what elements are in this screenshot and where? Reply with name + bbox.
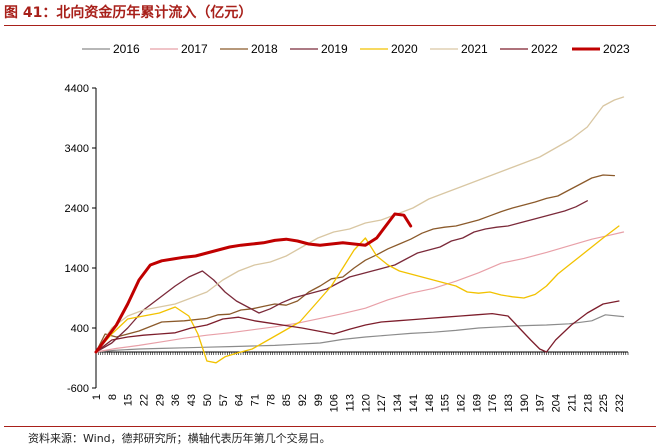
x-tick-label: 15 xyxy=(123,394,135,406)
x-tick-label: 22 xyxy=(139,394,151,406)
x-tick-label: 190 xyxy=(519,394,531,412)
x-tick-label: 71 xyxy=(249,394,261,406)
source-note: 资料来源：Wind，德邦研究所；横轴代表历年第几个交易日。 xyxy=(28,432,331,445)
y-axis: -600 400 1400 2400 3400 4400 xyxy=(65,83,97,395)
series-line-2021 xyxy=(95,96,625,353)
series-line-2020 xyxy=(95,225,620,364)
chart-title: 图 41：北向资金历年累计流入（亿元） xyxy=(4,5,253,21)
y-tick-label: 3400 xyxy=(65,143,89,155)
series-group xyxy=(94,96,625,364)
legend-label-2023: 2023 xyxy=(603,42,630,56)
x-tick-label: 92 xyxy=(297,394,309,406)
y-tick-label: -600 xyxy=(67,383,89,395)
x-tick-label: 225 xyxy=(598,394,610,412)
x-tick-label: 113 xyxy=(345,394,357,412)
x-tick-label: 127 xyxy=(376,394,388,412)
x-tick-label: 141 xyxy=(408,394,420,412)
series-line-2023 xyxy=(94,212,413,354)
footer-rule xyxy=(4,426,656,427)
x-tick-label: 162 xyxy=(455,394,467,412)
x-tick-label: 8 xyxy=(107,394,119,400)
x-tick-label: 232 xyxy=(614,394,626,412)
x-tick-label: 106 xyxy=(329,394,341,412)
x-tick-label: 57 xyxy=(218,394,230,406)
x-tick-label: 43 xyxy=(186,394,198,406)
legend-label-2019: 2019 xyxy=(321,42,348,56)
legend-label-2016: 2016 xyxy=(113,42,140,56)
x-tick-label: 29 xyxy=(154,394,166,406)
series-line-2016 xyxy=(95,314,625,353)
x-tick-label: 99 xyxy=(313,394,325,406)
x-tick-label: 78 xyxy=(265,394,277,406)
x-tick-label: 176 xyxy=(487,394,499,412)
y-tick-label: 2400 xyxy=(65,203,89,215)
y-tick-label: 400 xyxy=(71,323,89,335)
x-tick-label: 64 xyxy=(234,394,246,406)
legend-label-2018: 2018 xyxy=(251,42,278,56)
x-tick-label: 134 xyxy=(392,394,404,412)
x-tick-label: 50 xyxy=(202,394,214,406)
title-rule xyxy=(4,25,656,26)
x-tick-label: 183 xyxy=(503,394,515,412)
legend-label-2022: 2022 xyxy=(531,42,558,56)
y-tick-label: 4400 xyxy=(65,83,89,95)
x-axis: 1 8 15 22 29 36 43 50 57 64 71 78 85 92 99 106 113 120 127… xyxy=(91,351,629,412)
legend-label-2017: 2017 xyxy=(181,42,208,56)
x-tick-label: 211 xyxy=(566,394,578,412)
legend: 2016 2017 2018 2019 2020 2021 2022 2023 xyxy=(82,42,630,56)
x-tick-label: 120 xyxy=(360,394,372,412)
y-tick-label: 1400 xyxy=(65,263,89,275)
legend-label-2020: 2020 xyxy=(391,42,418,56)
x-tick-label: 155 xyxy=(440,394,452,412)
x-tick-label: 85 xyxy=(281,394,293,406)
x-tick-label: 1 xyxy=(91,394,103,400)
x-tick-label: 197 xyxy=(535,394,547,412)
series-line-2017 xyxy=(95,231,625,353)
x-tick-label: 169 xyxy=(471,394,483,412)
x-tick-label: 36 xyxy=(170,394,182,406)
series-line-2022 xyxy=(95,300,620,353)
x-tick-label: 218 xyxy=(582,394,594,412)
series-line-2019 xyxy=(95,200,588,353)
x-tick-label: 204 xyxy=(551,394,563,412)
legend-label-2021: 2021 xyxy=(461,42,488,56)
x-tick-label: 148 xyxy=(424,394,436,412)
